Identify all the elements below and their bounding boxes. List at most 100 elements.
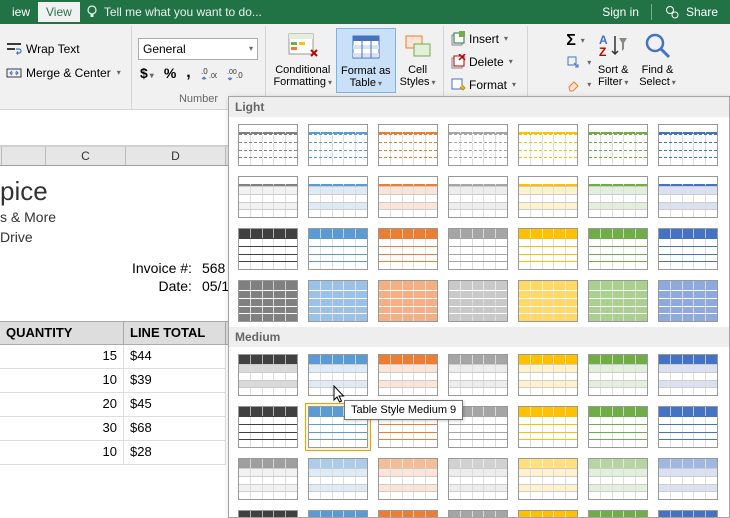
table-style-swatch[interactable] [445,507,511,518]
merge-center-button[interactable]: Merge & Center ▾ [6,62,125,84]
table-style-swatch[interactable] [515,173,581,221]
cond-label: Conditional Formatting [273,64,330,88]
separator [651,4,652,20]
table-style-swatch[interactable] [585,351,651,399]
table-style-swatch[interactable] [585,455,651,503]
table-style-swatch[interactable] [445,277,511,325]
table-style-swatch[interactable] [235,455,301,503]
table-style-swatch[interactable] [515,403,581,451]
table-style-swatch[interactable] [235,403,301,451]
format-as-table-button[interactable]: Format as Table▾ [336,28,396,93]
decrease-decimal-icon[interactable]: .00.0 [227,65,243,81]
currency-button[interactable]: $▾ [140,65,154,81]
invoice-meta: Invoice #:568 Date:05/10 [126,258,243,296]
merge-label: Merge & Center [26,66,111,80]
col-header-d[interactable]: D [126,147,226,165]
insert-icon [450,31,466,47]
table-style-swatch[interactable] [235,277,301,325]
wrap-text-label: Wrap Text [26,42,80,56]
invoice-label: Invoice #: [128,260,196,276]
table-style-swatch[interactable] [585,403,651,451]
table-style-swatch[interactable] [305,507,371,518]
signin-link[interactable]: Sign in [602,5,639,19]
table-style-swatch[interactable] [445,455,511,503]
cell-styles-button[interactable]: Cell Styles▾ [396,28,440,91]
table-style-swatch[interactable] [235,173,301,221]
find-label: Find & Select [639,64,673,88]
insert-button[interactable]: Insert▾ [450,28,521,49]
col-header-b[interactable] [2,147,46,165]
share-link[interactable]: Share [686,5,718,19]
format-button[interactable]: Format▾ [450,74,521,95]
table-style-swatch[interactable] [305,121,371,169]
table-style-swatch[interactable] [445,225,511,273]
table-style-swatch[interactable] [655,507,721,518]
table-style-swatch[interactable] [655,121,721,169]
table-style-swatch[interactable] [655,403,721,451]
table-style-swatch[interactable] [305,277,371,325]
format-icon [450,77,466,93]
lightbulb-icon [84,4,100,20]
table-style-swatch[interactable] [375,507,441,518]
table-style-swatch[interactable] [515,351,581,399]
table-style-swatch[interactable] [585,173,651,221]
table-style-swatch[interactable] [235,507,301,518]
table-style-swatch[interactable] [235,351,301,399]
table-style-swatch[interactable] [375,455,441,503]
table-style-swatch[interactable] [235,121,301,169]
table-style-swatch[interactable] [235,225,301,273]
table-style-swatch[interactable] [585,121,651,169]
percent-button[interactable]: % [164,65,176,81]
find-select-button[interactable]: Find & Select▾ [635,28,680,91]
table-style-swatch[interactable] [305,455,371,503]
increase-decimal-icon[interactable]: .0.00 [201,65,217,81]
svg-text:.0: .0 [201,67,208,76]
table-style-swatch[interactable] [585,277,651,325]
table-style-swatch[interactable] [375,277,441,325]
table-style-swatch[interactable] [585,225,651,273]
gallery-section-light: Light [229,97,729,117]
tab-view[interactable]: View [38,2,80,22]
tab-review[interactable]: iew [4,2,38,22]
table-style-swatch[interactable] [655,173,721,221]
table-style-swatch[interactable] [305,173,371,221]
table-style-swatch[interactable] [655,455,721,503]
number-format-select[interactable]: General ▾ [138,38,258,60]
table-style-swatch[interactable] [515,225,581,273]
table-style-swatch[interactable] [375,173,441,221]
table-style-swatch[interactable] [515,455,581,503]
table-style-swatch[interactable] [445,121,511,169]
table-style-swatch[interactable] [515,121,581,169]
table-style-gallery[interactable]: Light Medium [228,96,730,518]
signin-area: Sign in Share [602,4,718,20]
delete-button[interactable]: Delete▾ [450,51,521,72]
wrap-text-button[interactable]: Wrap Text [6,38,125,60]
autosum-button[interactable]: Σ▾ [566,30,591,51]
table-style-swatch[interactable] [305,225,371,273]
table-style-swatch[interactable] [515,277,581,325]
table-style-swatch[interactable] [585,507,651,518]
table-style-swatch[interactable] [515,507,581,518]
table-style-swatch[interactable] [655,277,721,325]
table-style-swatch[interactable] [655,225,721,273]
table-style-swatch[interactable] [445,351,511,399]
comma-button[interactable]: , [186,64,190,82]
table-style-swatch[interactable] [655,351,721,399]
table-style-swatch[interactable] [375,225,441,273]
clear-button[interactable]: ▾ [566,74,591,95]
table-style-swatch[interactable] [375,121,441,169]
medium-grid [229,347,729,518]
delete-label: Delete [469,55,504,69]
fill-button[interactable]: ▾ [566,52,591,73]
tell-me-search[interactable]: Tell me what you want to do... [80,4,602,20]
table-style-swatch[interactable] [305,351,371,399]
conditional-formatting-button[interactable]: Conditional Formatting▾ [269,28,336,91]
col-header-c[interactable]: C [46,147,126,165]
table-style-swatch[interactable] [375,351,441,399]
find-icon [642,30,674,62]
cellstyles-label: Cell Styles [400,64,430,88]
format-as-table-icon [350,31,382,63]
table-style-swatch[interactable] [445,173,511,221]
table-label: Format as Table [341,65,391,89]
sort-filter-button[interactable]: AZ Sort & Filter▾ [593,28,633,91]
